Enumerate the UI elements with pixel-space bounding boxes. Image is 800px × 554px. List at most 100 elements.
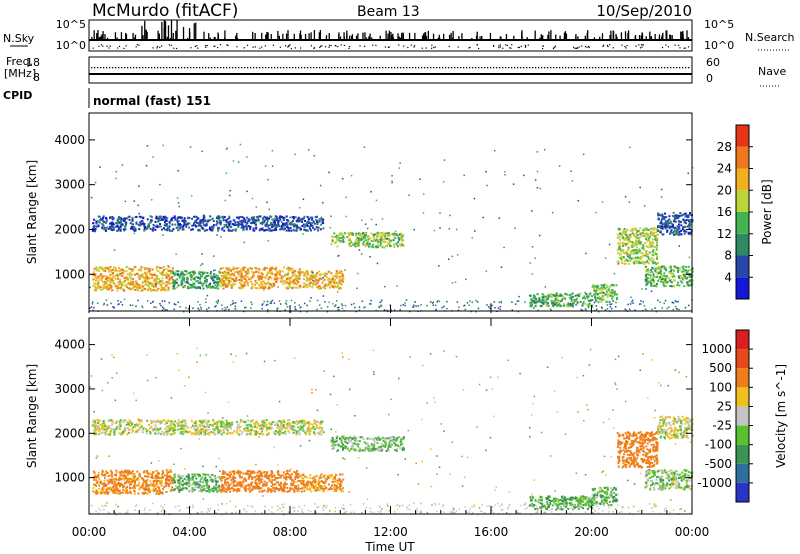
- scatter-cell: [364, 236, 367, 239]
- scatter-cell: [647, 273, 650, 276]
- scatter-cell: [595, 305, 598, 307]
- scatter-cell: [181, 272, 184, 275]
- nave-point: [358, 67, 360, 69]
- scatter-cell: [601, 307, 603, 309]
- scatter-cell: [380, 305, 383, 308]
- scatter-cell: [358, 309, 361, 311]
- scatter-cell: [645, 268, 648, 271]
- scatter-cell: [202, 287, 205, 290]
- scatter-cell: [233, 272, 236, 275]
- scatter-cell: [196, 427, 199, 430]
- scatter-cell: [689, 225, 692, 228]
- colorbar-segment: [736, 125, 749, 147]
- scatter-cell: [203, 216, 206, 219]
- scatter-cell: [500, 301, 502, 304]
- scatter-cell: [252, 218, 255, 221]
- nsearch-point: [578, 46, 580, 48]
- scatter-cell: [220, 228, 223, 231]
- scatter-cell: [676, 267, 679, 270]
- scatter-cell: [647, 255, 650, 258]
- nsearch-point: [678, 44, 680, 46]
- scatter-cell: [199, 275, 202, 278]
- scatter-cell: [176, 197, 179, 199]
- scatter-cell: [349, 240, 352, 243]
- nave-point: [586, 67, 588, 69]
- scatter-cell: [613, 272, 616, 275]
- scatter-cell: [209, 219, 212, 222]
- scatter-cell: [105, 287, 108, 290]
- scatter-cell: [342, 235, 345, 238]
- scatter-cell: [275, 266, 278, 269]
- scatter-cell: [627, 303, 629, 306]
- scatter-cell: [438, 300, 441, 303]
- scatter-cell: [571, 295, 574, 298]
- scatter-cell: [594, 299, 597, 302]
- scatter-cell: [630, 245, 633, 248]
- scatter-cell: [244, 219, 247, 222]
- scatter-cell: [660, 214, 663, 217]
- nsearch-point: [205, 45, 207, 47]
- scatter-cell: [300, 220, 303, 223]
- nave-point: [646, 67, 648, 69]
- nave-point: [145, 67, 147, 69]
- scatter-cell: [172, 432, 175, 435]
- scatter-cell: [215, 300, 218, 303]
- colorbar-tick-label: 4: [724, 270, 732, 284]
- nsearch-point: [588, 46, 590, 49]
- scatter-cell: [348, 233, 351, 236]
- scatter-cell: [138, 423, 141, 426]
- nave-point: [622, 67, 624, 69]
- scatter-cell: [104, 270, 107, 273]
- scatter-cell: [286, 223, 289, 226]
- scatter-cell: [97, 427, 100, 430]
- scatter-cell: [314, 433, 317, 436]
- scatter-cell: [197, 307, 199, 310]
- scatter-cell: [281, 424, 284, 427]
- nave-point: [301, 67, 303, 69]
- scatter-cell: [223, 224, 226, 226]
- scatter-cell: [669, 272, 672, 275]
- scatter-cell: [288, 419, 291, 422]
- scatter-cell: [154, 278, 157, 281]
- scatter-cell: [185, 425, 188, 428]
- scatter-cell: [174, 272, 177, 275]
- scatter-cell: [627, 248, 630, 251]
- nave-point: [544, 67, 546, 69]
- scatter-cell: [529, 304, 532, 307]
- scatter-cell: [633, 248, 636, 251]
- scatter-cell: [638, 249, 641, 252]
- scatter-cell: [180, 270, 183, 273]
- scatter-cell: [682, 265, 685, 268]
- scatter-cell: [123, 430, 126, 433]
- scatter-cell: [212, 273, 215, 276]
- scatter-cell: [330, 272, 333, 275]
- scatter-cell: [591, 306, 594, 308]
- scatter-cell: [554, 304, 557, 306]
- scatter-cell: [628, 257, 631, 260]
- power-colorbar-label: Power [dB]: [760, 179, 774, 244]
- scatter-cell: [384, 240, 387, 243]
- scatter-cell: [276, 272, 279, 275]
- scatter-cell: [121, 164, 124, 166]
- scatter-cell: [98, 432, 101, 435]
- scatter-cell: [133, 200, 136, 202]
- nave-point: [592, 67, 594, 69]
- scatter-cell: [660, 280, 663, 283]
- scatter-cell: [276, 431, 279, 434]
- scatter-cell: [228, 223, 231, 226]
- scatter-cell: [680, 224, 683, 227]
- scatter-cell: [644, 254, 647, 257]
- nave-point: [454, 67, 456, 69]
- scatter-cell: [256, 426, 259, 429]
- scatter-cell: [254, 223, 257, 226]
- scatter-cell: [274, 277, 277, 280]
- scatter-cell: [195, 280, 198, 283]
- scatter-cell: [301, 422, 304, 425]
- scatter-cell: [89, 307, 91, 309]
- scatter-cell: [404, 304, 406, 307]
- scatter-cell: [218, 221, 221, 224]
- scatter-cell: [334, 235, 337, 238]
- scatter-cell: [446, 300, 448, 303]
- scatter-cell: [338, 308, 340, 311]
- scatter-cell: [165, 281, 168, 284]
